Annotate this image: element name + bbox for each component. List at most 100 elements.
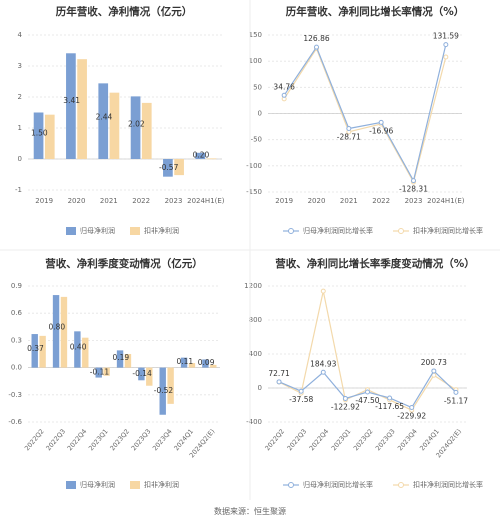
legend-label: 归母净利润 [80,480,115,489]
x-tick-label: 2024H1(E) [427,197,465,205]
y-tick-label: 0 [258,384,262,392]
data-label: 0.20 [193,151,210,160]
y-tick-label: 1 [18,124,22,132]
bar-koufei [167,367,174,404]
point-guimu [298,388,304,394]
x-tick-label: 2023Q2 [108,427,131,452]
point-koufei [443,54,449,60]
x-tick-label: 2021 [340,197,358,205]
data-label: 200.73 [421,358,447,367]
bar-koufei [60,296,68,368]
legend-label: 扣非净利润 [144,480,179,489]
bar-guimu [98,83,109,159]
point-guimu [314,44,319,50]
bar-koufei [174,159,184,176]
y-tick-label: 800 [249,316,262,324]
y-tick-label: 0 [18,155,22,163]
data-label: -0.52 [154,386,174,395]
y-tick-label: 0.9 [11,282,22,290]
point-guimu [276,379,282,385]
x-tick-label: 2022Q3 [44,427,67,452]
data-label: -37.58 [289,395,313,404]
data-source-note: 数据来源：恒生聚源 [214,507,286,516]
bar-guimu [163,159,173,177]
bar-guimu [138,367,145,381]
legend-label: 归母净利润同比增长率 [303,480,373,489]
legend-swatch-guimu [66,481,76,489]
legend-marker-guimu [288,228,294,234]
x-tick-label: 2022Q2 [263,427,286,452]
data-label: 0.40 [70,343,87,352]
point-guimu [453,389,459,395]
bar-guimu [202,359,209,368]
x-tick-label: 2023Q3 [130,427,153,452]
point-guimu [346,126,352,132]
data-label: 3.41 [63,96,80,105]
data-label: 72.71 [268,369,290,378]
y-tick-label: 0.0 [11,364,22,372]
x-tick-label: 2019 [35,197,53,205]
data-label: 2.02 [128,120,145,129]
y-tick-label: -50 [251,136,262,144]
y-tick-label: 100 [249,57,262,65]
bar-guimu [52,295,60,368]
y-tick-label: -100 [246,162,262,170]
legend-label: 归母净利润 [80,226,115,235]
y-tick-label: 1200 [244,282,262,290]
data-label: 131.59 [433,32,459,41]
point-guimu [431,368,437,374]
y-tick-label: 0.3 [11,336,22,344]
data-label: 0.80 [48,323,65,332]
x-tick-label: 2023 [165,197,183,205]
series-line-guimu [283,44,447,183]
x-tick-label: 2024H1(E) [187,197,225,205]
y-tick-label: -150 [246,188,262,196]
bar-guimu [74,331,81,368]
x-tick-label: 2021 [100,197,118,205]
x-tick-label: 2022Q4 [66,427,89,452]
bar-koufei [77,59,87,159]
x-tick-label: 2023Q1 [87,427,110,452]
bar-koufei [109,92,120,159]
legend-marker-guimu [288,482,294,488]
y-tick-label: 50 [253,83,262,91]
bar-guimu [180,357,188,368]
point-guimu [281,92,287,98]
data-label: 34.76 [273,82,295,91]
x-tick-label: 2023Q4 [151,427,174,452]
data-label: 2.44 [96,112,113,121]
y-tick-label: 0 [258,110,262,118]
data-label: -229.92 [397,412,426,421]
bar-guimu [159,367,166,415]
x-tick-label: 2023Q3 [374,427,397,452]
chart-title: 营收、净利同比增长率季度变动情况（%） [275,257,475,270]
bar-guimu [116,350,124,368]
data-label: 0.11 [176,357,193,366]
y-tick-label: 4 [18,31,23,39]
x-tick-label: 2023 [405,197,423,205]
y-tick-label: -400 [246,418,262,426]
point-guimu [443,42,449,48]
point-guimu [409,405,415,411]
chart-title: 历年营收、净利同比增长率情况（%） [286,5,465,18]
data-label: 0.09 [198,358,215,367]
chart-title: 历年营收、净利情况（亿元） [56,5,193,18]
bar-koufei [44,114,55,159]
bar-koufei [124,354,132,368]
x-tick-label: 2023Q4 [396,427,419,452]
data-label: 0.37 [27,344,44,353]
bar-koufei [206,158,217,160]
legend-marker-koufei [398,482,404,488]
x-tick-label: 2022Q4 [308,427,331,452]
x-tick-label: 2022 [372,197,390,205]
data-label: 184.93 [310,359,336,368]
data-label: 1.50 [31,128,48,137]
x-tick-label: 2023Q2 [352,427,375,452]
data-label: -16.96 [369,126,393,135]
y-tick-label: 3 [18,62,22,70]
bar-koufei [103,367,110,376]
legend-label: 扣非净利润同比增长率 [413,226,483,235]
x-tick-label: 2019 [275,197,293,205]
data-label: -51.17 [444,396,468,405]
y-tick-label: 150 [249,31,262,39]
